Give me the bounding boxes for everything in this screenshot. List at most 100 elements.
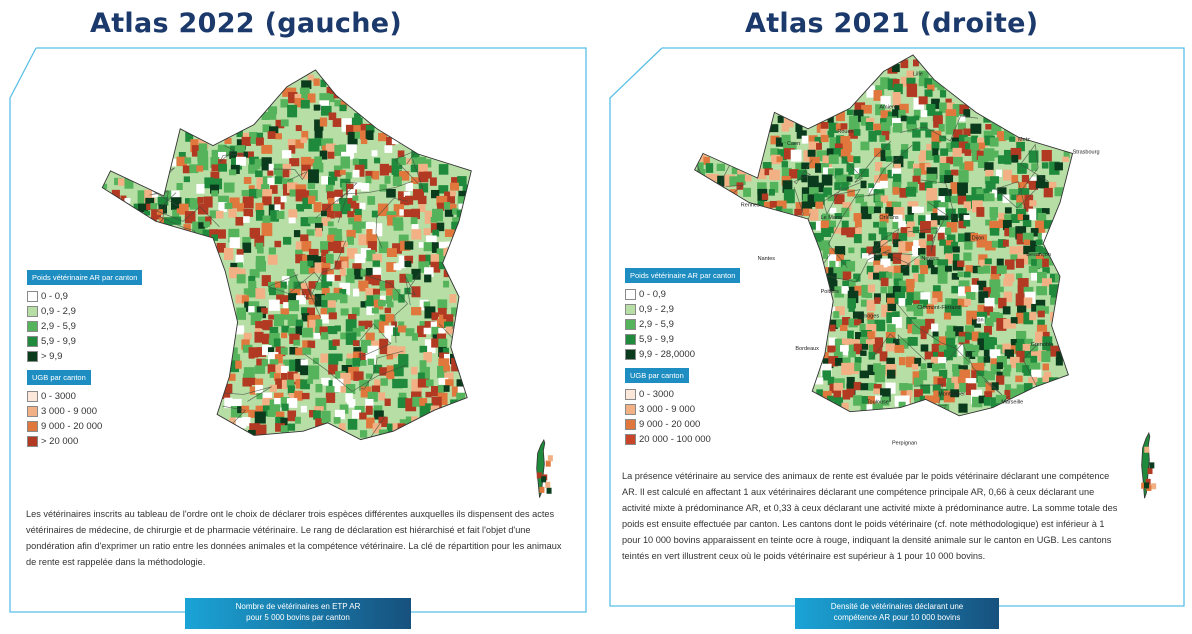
canton-cell [417,378,429,388]
canton-cell [860,141,870,151]
canton-cell [926,167,938,180]
canton-cell [314,119,324,131]
canton-cell [822,390,832,399]
canton-cell [346,144,357,153]
canton-cell [913,168,922,177]
corsica-canton [1147,468,1153,475]
canton-cell [418,183,429,193]
canton-cell [970,344,980,353]
canton-cell [899,383,909,391]
canton-cell [834,213,842,219]
canton-cell [931,141,940,151]
canton-cell [366,229,373,236]
canton-cell [892,252,903,264]
department-border [293,272,322,319]
canton-cell [1015,293,1027,307]
canton-cell [920,122,928,131]
canton-cell [823,187,832,198]
canton-cell [951,273,959,280]
city-label: Bordeaux [795,346,819,352]
canton-cell [827,345,836,353]
canton-cell [1028,208,1039,221]
canton-cell [906,292,918,304]
canton-cell [367,391,378,402]
canton-cell [833,390,841,400]
canton-cell [371,223,383,237]
canton-cell [352,158,360,166]
canton-cell [437,202,445,211]
canton-cell [860,350,867,356]
canton-cell [334,189,343,198]
canton-cell [821,228,832,237]
canton-cell [924,89,933,97]
canton-cell [893,214,903,224]
canton-cell [809,156,820,169]
canton-cell [834,168,844,179]
canton-cell [1015,343,1025,355]
canton-cell [289,359,300,371]
canton-cell [892,117,902,128]
canton-cell [926,240,933,248]
canton-cell [1036,259,1045,269]
canton-cell [449,204,457,212]
canton-cell [841,402,849,412]
canton-cell [879,365,891,375]
canton-cell [946,156,954,165]
canton-cell [784,116,794,128]
canton-cell [385,314,395,323]
canton-cell [423,159,432,168]
canton-cell [885,156,893,162]
canton-cell [249,227,261,239]
canton-cell [840,345,851,356]
canton-cell [248,409,259,418]
canton-cell [288,217,296,224]
canton-cell [919,370,928,381]
canton-cell [235,417,247,429]
canton-cell [933,390,941,398]
canton-cell [852,311,864,324]
canton-cell [963,128,971,137]
canton-cell [952,253,960,261]
canton-cell [327,300,336,308]
canton-cell [978,395,985,404]
legend-item: 9,9 - 28,0000 [625,347,740,362]
canton-cell [822,267,830,274]
canton-cell [906,116,917,129]
city-label: Amiens [879,104,898,110]
city-label: Dijon [972,236,985,242]
canton-cell [313,256,323,265]
canton-cell [320,241,330,253]
canton-cell [898,357,906,366]
canton-cell [438,256,448,264]
canton-cell [347,211,355,218]
canton-cell [328,112,337,121]
canton-cell [358,234,368,246]
canton-cell [853,213,862,222]
canton-cell [384,176,391,184]
canton-cell [393,170,402,179]
canton-cell [326,87,335,96]
corsica-canton [1141,482,1147,489]
canton-cell [854,319,862,326]
canton-cell [996,371,1004,379]
canton-cell [990,285,1000,294]
canton-cell [998,219,1006,228]
canton-cell [360,248,371,258]
canton-cell [938,369,948,379]
canton-cell [411,224,419,233]
canton-cell [853,234,862,244]
canton-cell [1031,259,1041,269]
canton-cell [892,221,900,230]
canton-cell [411,286,421,298]
canton-cell [958,115,966,122]
canton-cell [360,138,368,145]
department-border [435,448,480,480]
corsica-canton [1144,446,1150,453]
canton-cell [885,382,896,394]
canton-cell [957,188,967,199]
canton-cell [339,268,346,277]
legend-label: 9 000 - 20 000 [41,421,103,432]
canton-cell [976,207,985,217]
canton-cell [1037,212,1047,223]
canton-cell [918,248,926,256]
